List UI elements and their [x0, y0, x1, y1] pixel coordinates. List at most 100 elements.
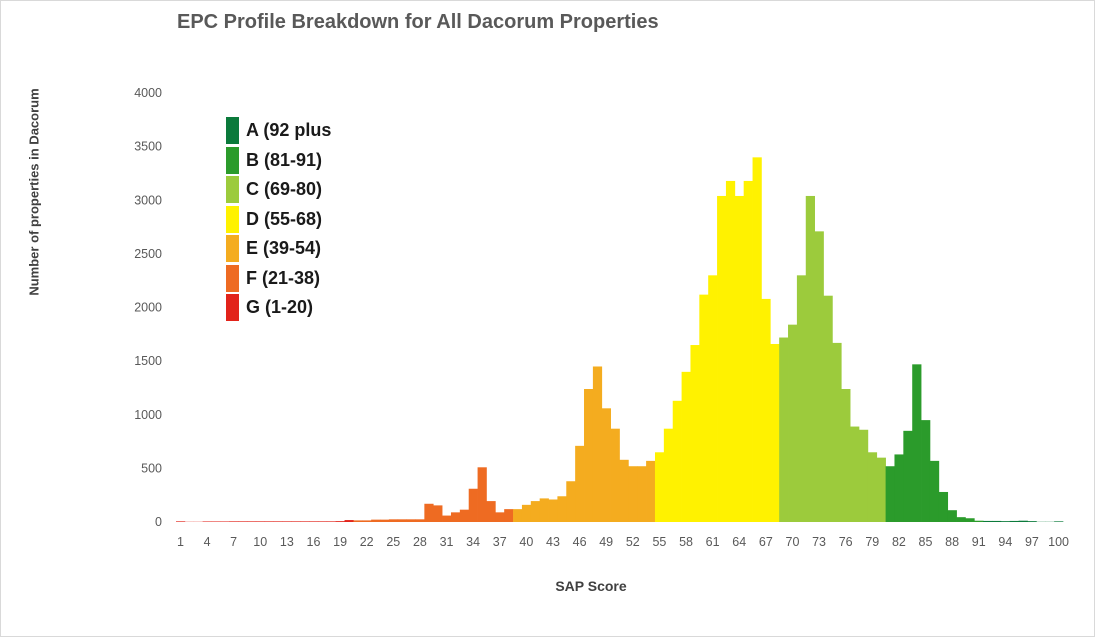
bar-sap-32	[450, 512, 461, 522]
x-tick-label: 85	[919, 535, 933, 549]
bar-sap-9	[246, 521, 257, 522]
bar-sap-14	[291, 521, 301, 522]
bar-sap-6	[220, 521, 230, 522]
y-tick-label: 1000	[134, 408, 162, 422]
chart-title: EPC Profile Breakdown for All Dacorum Pr…	[177, 11, 659, 33]
bar-sap-53	[637, 466, 647, 522]
bar-group	[176, 157, 1064, 522]
bar-sap-69	[779, 337, 789, 522]
bar-sap-61	[708, 275, 718, 522]
bar-sap-76	[841, 389, 851, 522]
x-tick-label: 70	[786, 535, 800, 549]
x-tick-label: 31	[440, 535, 454, 549]
bar-sap-81	[885, 466, 895, 522]
y-tick-label: 3500	[134, 140, 162, 154]
bar-sap-78	[858, 429, 869, 522]
bar-sap-30	[433, 505, 443, 522]
bar-sap-16	[309, 521, 319, 522]
legend-swatch	[226, 176, 239, 204]
x-tick-label: 49	[599, 535, 613, 549]
bar-sap-55	[654, 452, 665, 522]
x-tick-label: 28	[413, 535, 427, 549]
y-tick-label: 2000	[134, 301, 162, 315]
bar-sap-13	[282, 521, 292, 522]
legend-item: A (92 plus	[226, 116, 331, 146]
bar-sap-65	[743, 180, 753, 522]
bar-sap-39	[513, 509, 523, 522]
bar-sap-83	[903, 430, 913, 522]
bar-sap-93	[992, 520, 1002, 522]
y-tick-label: 4000	[134, 86, 162, 100]
legend-swatch	[226, 264, 239, 292]
bar-sap-97	[1027, 521, 1037, 522]
bar-sap-36	[486, 501, 496, 522]
bar-sap-90	[965, 518, 975, 522]
bar-sap-12	[273, 521, 283, 522]
bar-sap-26	[397, 519, 407, 522]
x-tick-label: 40	[519, 535, 533, 549]
x-tick-label: 34	[466, 535, 480, 549]
bar-sap-5	[211, 521, 221, 522]
bar-sap-58	[681, 371, 691, 522]
bar-sap-15	[300, 521, 310, 522]
bar-sap-52	[628, 466, 638, 522]
legend-label: E (39-54)	[246, 238, 322, 259]
y-tick-label: 500	[141, 461, 162, 475]
x-tick-label: 55	[652, 535, 666, 549]
bar-sap-74	[823, 295, 833, 522]
legend-swatch	[226, 117, 239, 145]
legend-label: A (92 plus	[246, 120, 332, 141]
bar-sap-66	[752, 157, 762, 522]
bar-sap-91	[974, 520, 984, 522]
legend-item: D (55-68)	[226, 205, 331, 235]
bar-sap-1	[176, 521, 186, 522]
bar-sap-45	[566, 481, 576, 522]
legend-item: E (39-54)	[226, 234, 331, 264]
y-tick-label: 1500	[134, 354, 162, 368]
bar-sap-42	[539, 498, 549, 522]
bar-sap-7	[229, 521, 239, 522]
bar-sap-96	[1018, 520, 1028, 522]
bar-sap-40	[521, 504, 532, 522]
bar-sap-88	[947, 510, 957, 522]
legend-item: F (21-38)	[226, 264, 331, 294]
x-axis-label: SAP Score	[555, 578, 627, 594]
bar-sap-79	[867, 452, 878, 522]
bar-sap-11	[264, 521, 274, 522]
bar-sap-59	[690, 345, 700, 522]
bar-sap-64	[734, 195, 745, 522]
x-tick-label: 73	[812, 535, 826, 549]
x-tick-label: 25	[386, 535, 400, 549]
x-tick-label: 79	[865, 535, 879, 549]
bar-sap-56	[663, 428, 674, 522]
x-tick-label: 94	[998, 535, 1012, 549]
bar-sap-75	[832, 342, 842, 522]
bar-sap-49	[601, 408, 611, 522]
x-tick-label: 67	[759, 535, 773, 549]
bar-sap-57	[672, 400, 682, 522]
bar-sap-70	[788, 324, 798, 522]
x-tick-label: 7	[230, 535, 237, 549]
legend-label: B (81-91)	[246, 149, 323, 170]
x-tick-label: 16	[307, 535, 321, 549]
bar-sap-34	[468, 488, 478, 522]
x-tick-label: 4	[204, 535, 211, 549]
bar-sap-86	[929, 460, 940, 522]
x-tick-label: 76	[839, 535, 853, 549]
bar-sap-89	[956, 517, 966, 522]
bar-sap-8	[238, 521, 248, 522]
bar-sap-77	[850, 426, 860, 522]
legend-label: C (69-80)	[246, 179, 323, 200]
x-tick-labels: 1 4 7 10 13 16 19 22 25 28 31 34 37 40 43 46 49 52 55 58 61 6…	[177, 535, 1069, 549]
bar-sap-19	[335, 521, 345, 522]
bar-sap-25	[388, 519, 399, 522]
bar-sap-47	[584, 389, 594, 522]
bar-sap-17	[317, 521, 328, 522]
bar-sap-54	[646, 460, 656, 522]
legend-swatch	[226, 146, 239, 174]
bar-sap-20	[344, 520, 354, 522]
bar-sap-51	[619, 459, 629, 522]
y-tick-label: 2500	[134, 247, 162, 261]
bar-sap-27	[406, 519, 416, 522]
